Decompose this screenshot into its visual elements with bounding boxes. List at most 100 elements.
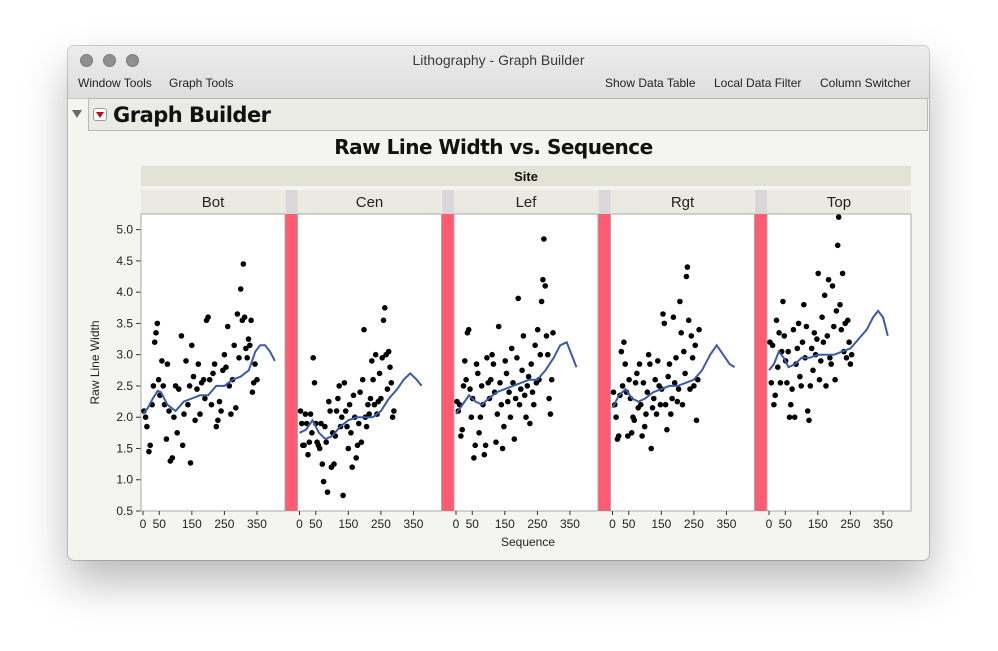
data-point [366,411,373,417]
menu-show-data-table[interactable]: Show Data Table [605,76,696,90]
data-point [370,376,376,383]
data-point [178,333,185,339]
data-point [354,442,361,449]
separator-header [598,190,611,214]
data-point [662,401,669,408]
data-point [839,270,846,277]
data-point [675,386,682,392]
zoom-window-button[interactable] [126,54,139,67]
data-point [502,358,509,364]
data-point [790,326,797,333]
data-point [301,442,307,449]
data-point [247,342,253,349]
smoother-line [768,309,889,371]
data-point [493,439,499,446]
panel-separator-bar [442,214,454,511]
site-group-label: Site [514,169,538,184]
data-point [541,236,547,242]
data-point [777,380,784,386]
data-point [791,414,798,421]
data-point [350,392,357,399]
panel-header [141,190,285,214]
data-point [240,261,247,267]
x-tick-label: 50 [153,517,167,531]
data-point [468,414,475,421]
data-point [306,439,313,446]
data-point [653,411,660,417]
data-point [477,414,484,421]
data-point [326,398,332,405]
menu-local-data-filter[interactable]: Local Data Filter [714,76,802,90]
menu-column-switcher[interactable]: Column Switcher [820,76,911,90]
data-point [789,386,795,392]
data-point [640,380,647,386]
y-axis-label: Raw Line Width [88,320,102,404]
data-point [631,417,638,424]
data-point [472,442,479,449]
data-point [524,383,531,389]
graph-builder-window: Lithography - Graph Builder Window Tools… [68,46,929,560]
menu-window-tools[interactable]: Window Tools [78,76,152,90]
data-point [218,408,224,414]
red-triangle-menu-icon[interactable] [93,108,107,121]
data-point [223,364,229,371]
data-point [649,405,656,411]
data-point [816,376,823,383]
y-tick-label: 1.0 [116,473,133,487]
data-point [527,420,533,427]
disclosure-triangle-icon[interactable] [72,110,82,118]
y-tick-label: 0.5 [116,504,133,518]
data-point [618,348,625,355]
data-point [685,317,692,324]
data-point [507,414,514,421]
data-point [467,386,473,392]
smoother-line [455,340,578,415]
data-point [476,430,482,436]
data-point [543,333,550,339]
data-point [655,358,661,364]
data-point [776,330,782,336]
data-point [683,273,690,280]
data-point [769,342,776,349]
panel-separator-bar [285,214,298,511]
menu-graph-tools[interactable]: Graph Tools [169,76,234,90]
data-point [810,367,816,374]
y-tick-label: 5.0 [116,223,133,237]
data-point [371,401,378,408]
data-point [828,361,834,367]
data-point [179,442,186,449]
data-point [823,383,829,389]
data-point [501,423,507,430]
data-point [244,355,250,361]
data-point [639,433,645,439]
data-point [380,317,387,324]
plot-frame [610,213,755,512]
data-point [669,395,675,402]
close-window-button[interactable] [80,54,93,67]
data-point [475,370,481,377]
data-point [171,414,177,421]
panel-separator-bar [755,214,767,511]
data-point [221,351,228,358]
data-point [458,433,464,439]
data-point [356,420,362,427]
data-point [344,423,350,430]
data-point [249,389,256,396]
panel-header [454,190,598,214]
x-tick-label: 0 [296,517,303,531]
panel-header [767,190,911,214]
data-point [391,408,397,414]
data-point [153,330,159,336]
data-point [687,386,693,392]
data-point [545,351,551,358]
panel-label-lef: Lef [516,194,538,211]
minimize-window-button[interactable] [103,54,116,67]
data-point [540,276,546,283]
data-point [241,314,248,321]
data-point [499,445,506,452]
data-point [638,401,644,408]
data-point [682,370,688,377]
data-point [367,395,374,402]
data-point [498,401,505,408]
data-point [303,420,310,427]
